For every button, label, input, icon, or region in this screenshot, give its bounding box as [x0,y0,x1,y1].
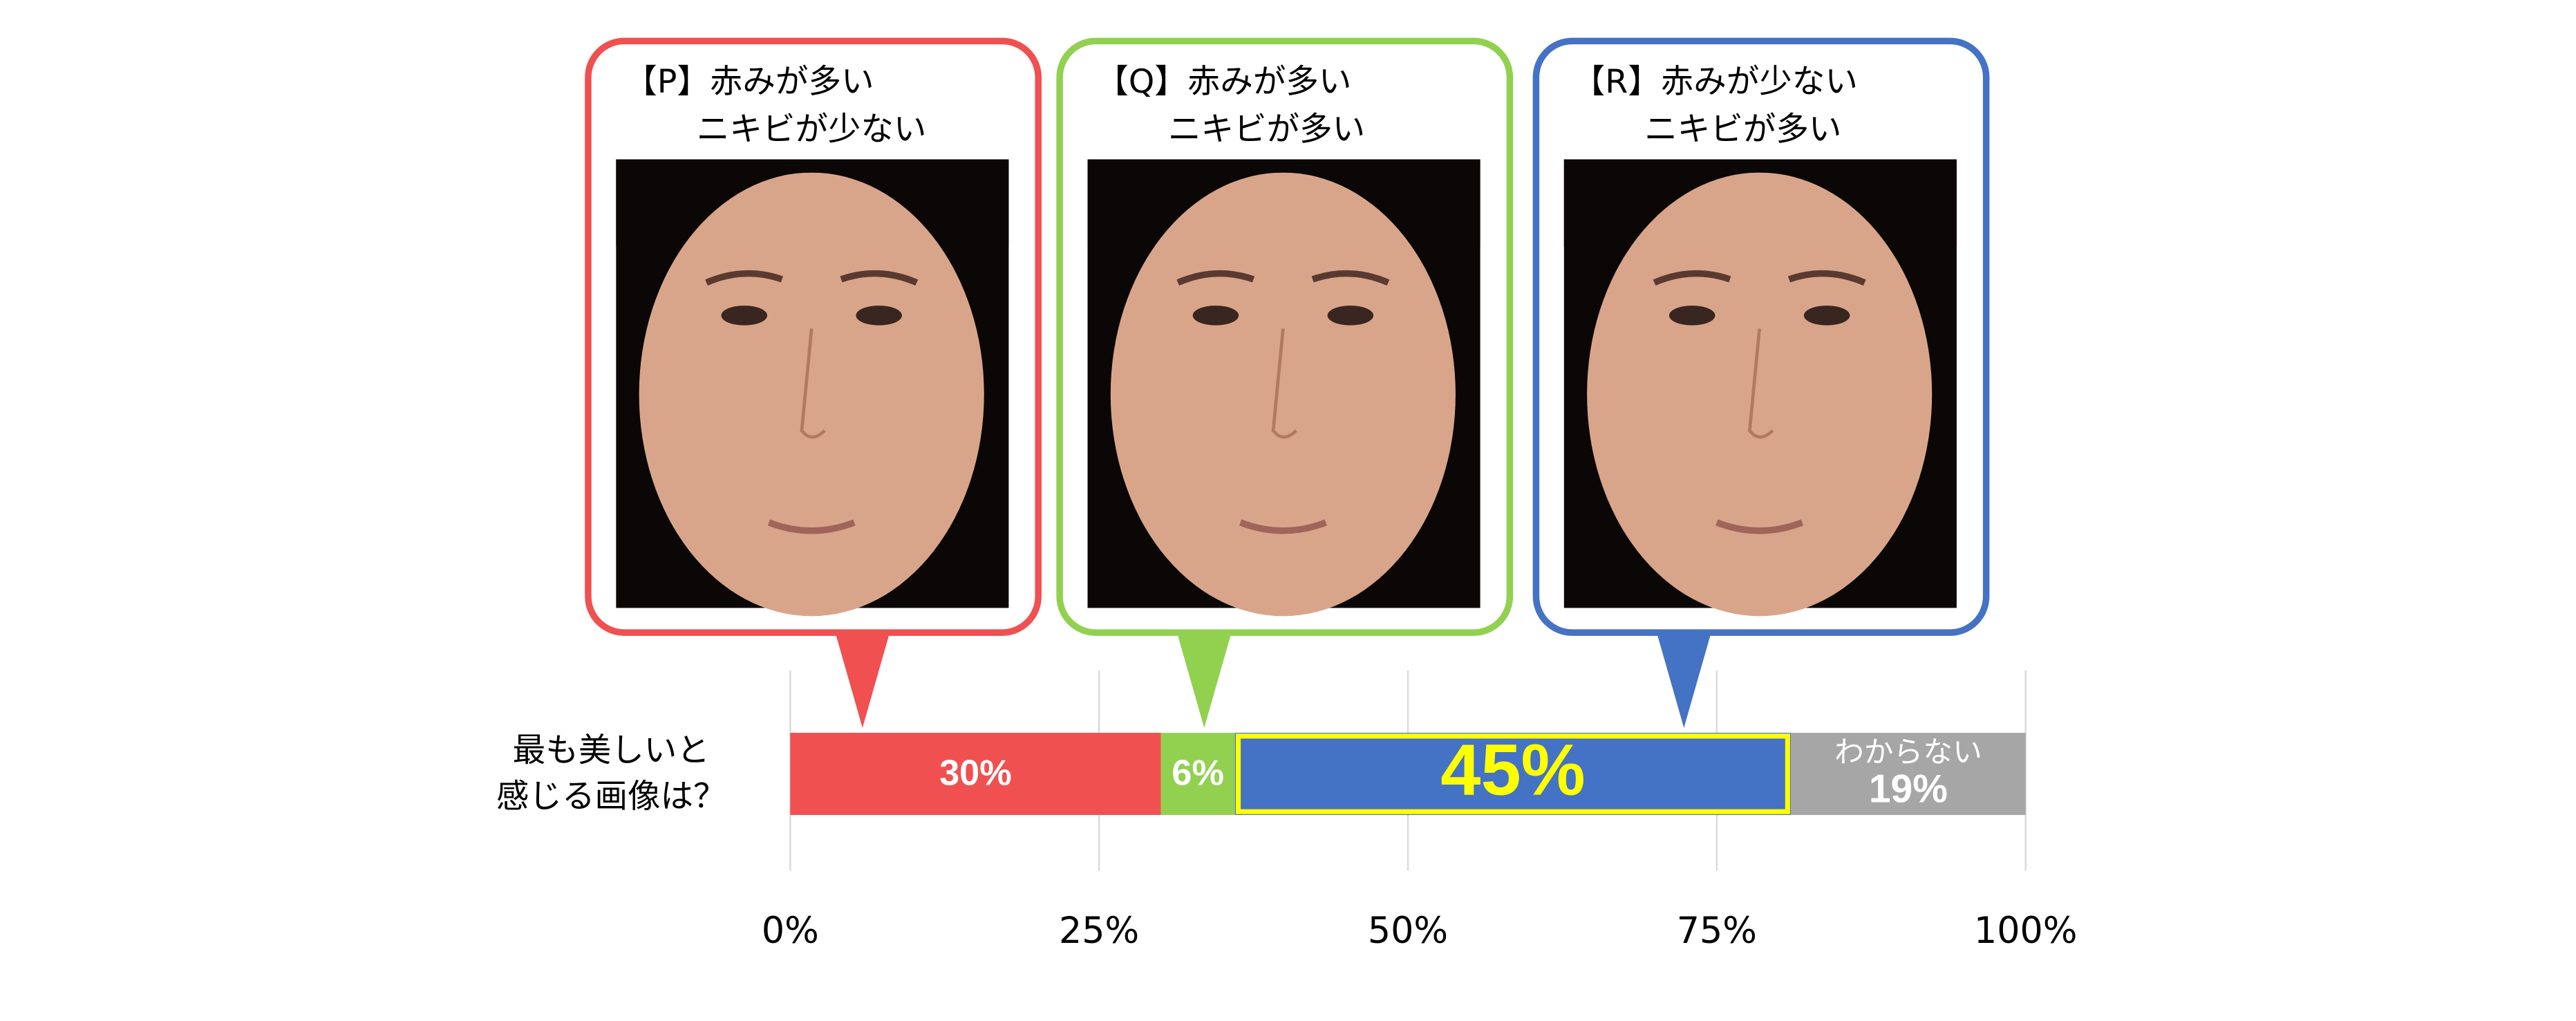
legend-label: 【Q】赤みが多いニキビが多い [1096,63,1365,149]
mouth [1715,519,1804,534]
hair [1563,159,1957,247]
brow [1176,270,1390,286]
x-tick-label: 75% [1677,910,1757,952]
bar-segment [1791,733,2026,815]
eye [856,306,902,326]
eye [1668,306,1715,326]
value-label: 45% [1440,730,1585,811]
value-label: 6% [1172,753,1224,794]
brow [1653,270,1866,286]
face-skin [1587,172,1933,617]
value-label: 30% [939,753,1012,794]
callout-pointer [1654,624,1714,728]
highlight-frame [1235,733,1790,814]
value-label: 19% [1869,767,1948,812]
eye [721,306,768,326]
eye [1192,306,1239,326]
x-tick-label: 100% [1974,910,2077,952]
eye [1803,306,1850,326]
x-tick-label: 25% [1059,910,1139,952]
eye [1327,306,1374,326]
bar-segment [1234,733,1792,815]
legend-label: 【R】赤みが少ないニキビが多い [1572,63,1858,149]
mouth [1239,519,1327,534]
nose [1271,328,1298,439]
nose [1747,328,1774,439]
hair [616,159,1009,247]
callout-pointer [1174,624,1234,728]
x-tick-label: 0% [762,910,819,952]
legend-label: 【P】赤みが多いニキビが少ない [624,63,926,149]
brow [705,270,919,286]
callout-pointer [833,624,892,728]
face-skin [1110,172,1456,617]
face-skin [639,172,984,617]
bar-segment [790,733,1161,815]
category-label: 最も美しいと感じる画像は？ [496,732,726,816]
legend-label: わからない [1834,735,1982,769]
hair [1087,159,1480,247]
x-tick-label: 50% [1368,910,1448,952]
nose [800,328,826,439]
bar-segment [1160,733,1235,815]
mouth [767,519,856,534]
